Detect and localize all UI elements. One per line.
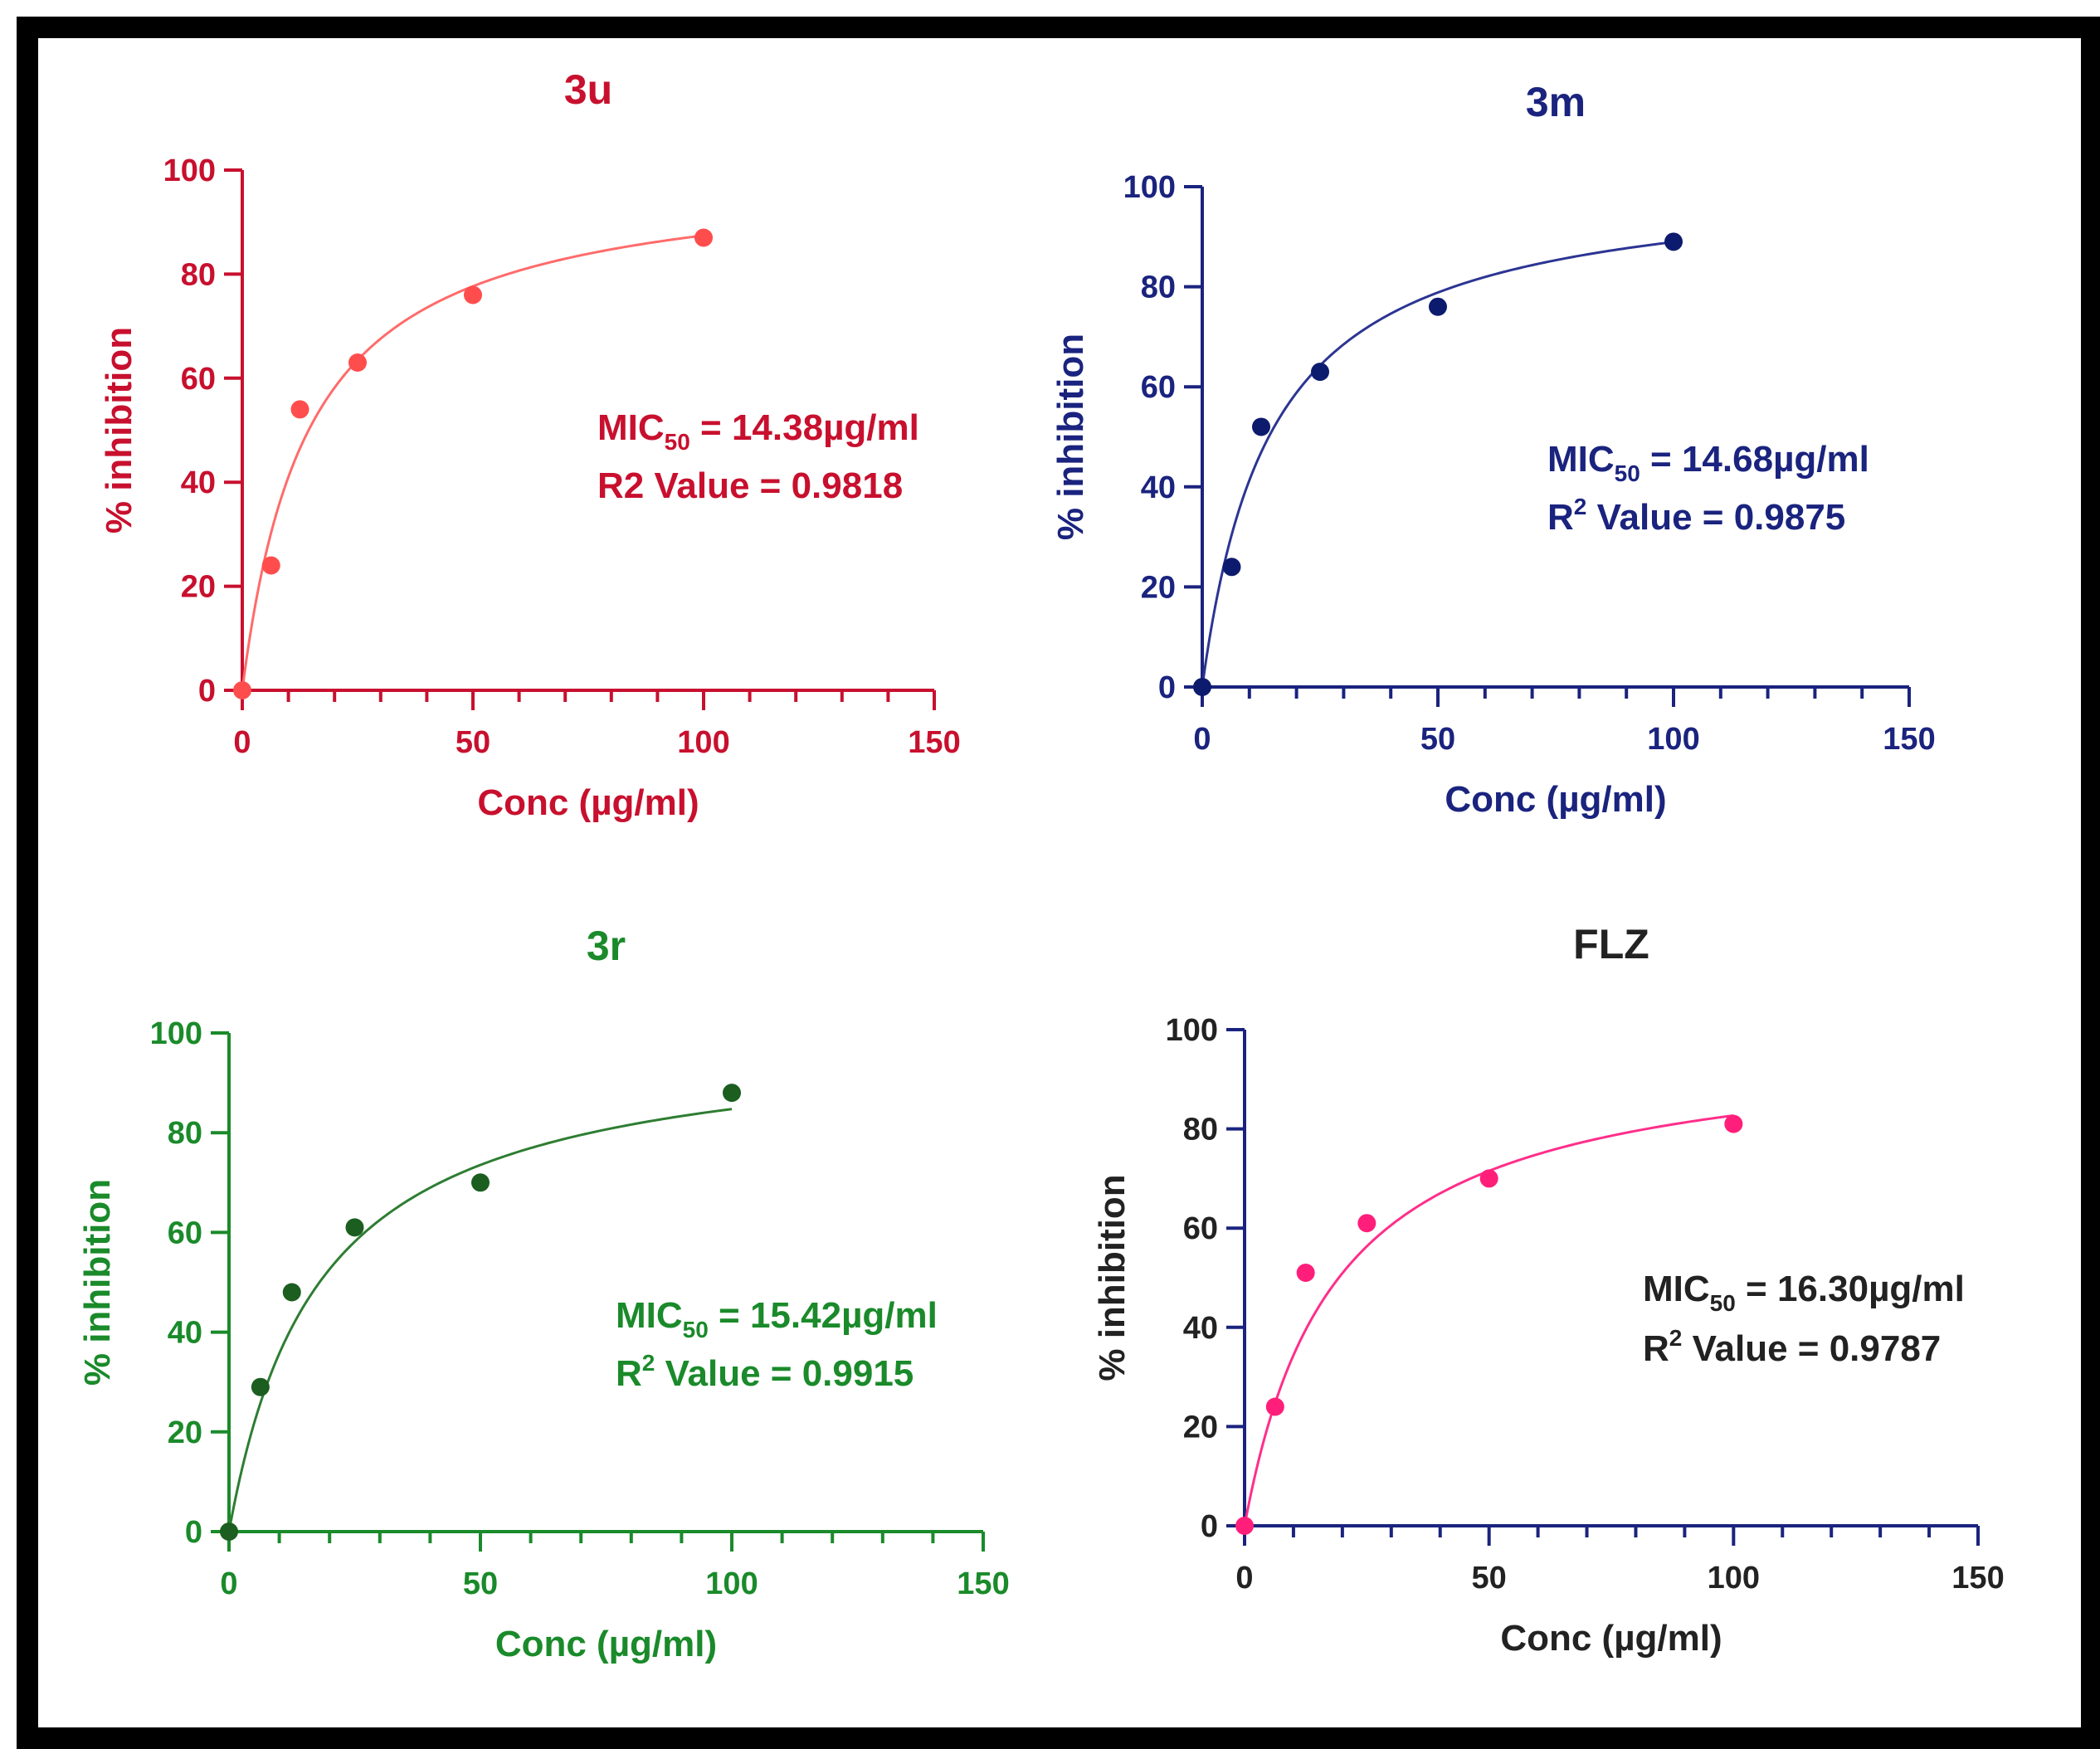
y-tick-label: 60 (1183, 1211, 1218, 1246)
x-axis-label: Conc (µg/ml) (1500, 1618, 1722, 1659)
x-axis-label: Conc (µg/ml) (1445, 779, 1666, 820)
x-tick-label: 100 (1647, 722, 1699, 757)
y-tick-label: 40 (181, 465, 216, 500)
data-point (1724, 1114, 1743, 1133)
y-tick-label: 40 (168, 1316, 202, 1351)
x-tick-label: 100 (705, 1566, 758, 1601)
mic50-annotation: MIC50 = 16.30µg/ml (1643, 1269, 1965, 1316)
x-tick-label: 150 (1883, 722, 1935, 757)
chart-title: FLZ (1573, 921, 1649, 967)
data-point (1429, 297, 1447, 316)
data-point (1235, 1517, 1254, 1535)
x-tick-label: 50 (463, 1566, 498, 1601)
chart-title: 3m (1526, 79, 1586, 125)
y-tick-label: 40 (1183, 1311, 1218, 1346)
y-axis-label: % inhibition (99, 327, 139, 533)
x-tick-label: 50 (1472, 1561, 1507, 1596)
y-tick-label: 100 (163, 153, 216, 188)
mic50-annotation: MIC50 = 15.42µg/ml (616, 1295, 938, 1342)
chart-title: 3u (564, 66, 612, 113)
x-axis-label: Conc (µg/ml) (495, 1624, 717, 1664)
y-tick-label: 60 (168, 1216, 202, 1250)
chart-3u: 3u 0 50 100 150 0 20 40 60 80 100 Conc (µg/ml) % inh… (99, 66, 961, 823)
data-point (345, 1218, 364, 1237)
mic50-annotation: MIC50 = 14.68µg/ml (1547, 439, 1869, 486)
x-tick-label: 0 (233, 725, 251, 760)
fit-curve (227, 1108, 733, 1532)
chart-3m: 3m 0 50 100 150 0 20 40 60 80 100 Conc (µg/ml) % inh… (1050, 79, 1936, 820)
y-tick-label: 80 (168, 1116, 202, 1151)
r2-annotation: R2 Value = 0.9915 (616, 1350, 914, 1394)
data-point (464, 285, 482, 304)
figure-frame (17, 17, 2100, 1749)
data-point (1296, 1264, 1315, 1283)
x-tick-label: 150 (908, 725, 960, 760)
data-point (471, 1173, 490, 1192)
y-tick-label: 0 (198, 674, 216, 709)
y-tick-label: 0 (1201, 1509, 1218, 1544)
x-tick-label: 150 (957, 1566, 1009, 1601)
data-point (1252, 417, 1270, 436)
data-point (290, 400, 309, 419)
r2-annotation: R2 Value = 0.9875 (1547, 494, 1845, 538)
x-tick-label: 0 (1235, 1561, 1253, 1596)
y-tick-label: 20 (1141, 570, 1176, 605)
x-axis-label: Conc (µg/ml) (477, 782, 699, 823)
data-point (251, 1377, 270, 1396)
chart-title: 3r (587, 923, 626, 969)
r2-annotation: R2 Value = 0.9818 (597, 465, 903, 506)
x-tick-label: 150 (1951, 1561, 2004, 1596)
data-point (348, 353, 367, 372)
y-tick-label: 0 (185, 1515, 202, 1550)
x-tick-label: 50 (456, 725, 490, 760)
data-point (694, 228, 713, 247)
chart-FLZ: FLZ 0 50 100 150 0 20 40 60 80 100 Conc (µg/ml) % in… (1092, 921, 2005, 1659)
y-tick-label: 100 (1166, 1013, 1218, 1048)
y-axis-label: % inhibition (1092, 1174, 1133, 1381)
chart-3r: 3r 0 50 100 150 0 20 40 60 80 100 Conc (µg/ml) % inh… (77, 923, 1010, 1664)
x-tick-label: 0 (220, 1566, 237, 1601)
y-tick-label: 100 (150, 1016, 202, 1051)
x-tick-label: 100 (1708, 1561, 1760, 1596)
y-tick-label: 80 (181, 257, 216, 292)
data-point (220, 1522, 238, 1541)
data-point (1664, 232, 1683, 251)
y-tick-label: 80 (1141, 270, 1176, 305)
y-tick-label: 20 (1183, 1410, 1218, 1445)
fit-curve (241, 234, 704, 691)
mic50-annotation: MIC50 = 14.38µg/ml (597, 407, 919, 455)
y-tick-label: 60 (1141, 370, 1176, 405)
y-axis-label: % inhibition (1050, 334, 1091, 540)
y-axis-label: % inhibition (77, 1179, 118, 1386)
y-tick-label: 100 (1123, 170, 1176, 205)
data-point (723, 1084, 741, 1103)
data-point (1479, 1169, 1498, 1188)
data-point (1311, 363, 1329, 382)
data-point (233, 681, 251, 699)
fit-curve (1201, 241, 1674, 688)
data-point (1265, 1397, 1284, 1416)
y-tick-label: 60 (181, 362, 216, 397)
data-point (1222, 558, 1241, 577)
x-tick-label: 50 (1420, 722, 1455, 757)
y-tick-label: 20 (181, 570, 216, 605)
x-tick-label: 0 (1193, 722, 1211, 757)
y-tick-label: 20 (168, 1415, 202, 1450)
y-tick-label: 0 (1158, 670, 1176, 705)
data-point (1193, 678, 1211, 696)
data-point (282, 1283, 301, 1302)
data-point (1357, 1214, 1376, 1233)
x-tick-label: 100 (677, 725, 729, 760)
y-tick-label: 40 (1141, 470, 1176, 505)
data-point (261, 556, 280, 575)
r2-annotation: R2 Value = 0.9787 (1643, 1325, 1941, 1369)
y-tick-label: 80 (1183, 1113, 1218, 1147)
